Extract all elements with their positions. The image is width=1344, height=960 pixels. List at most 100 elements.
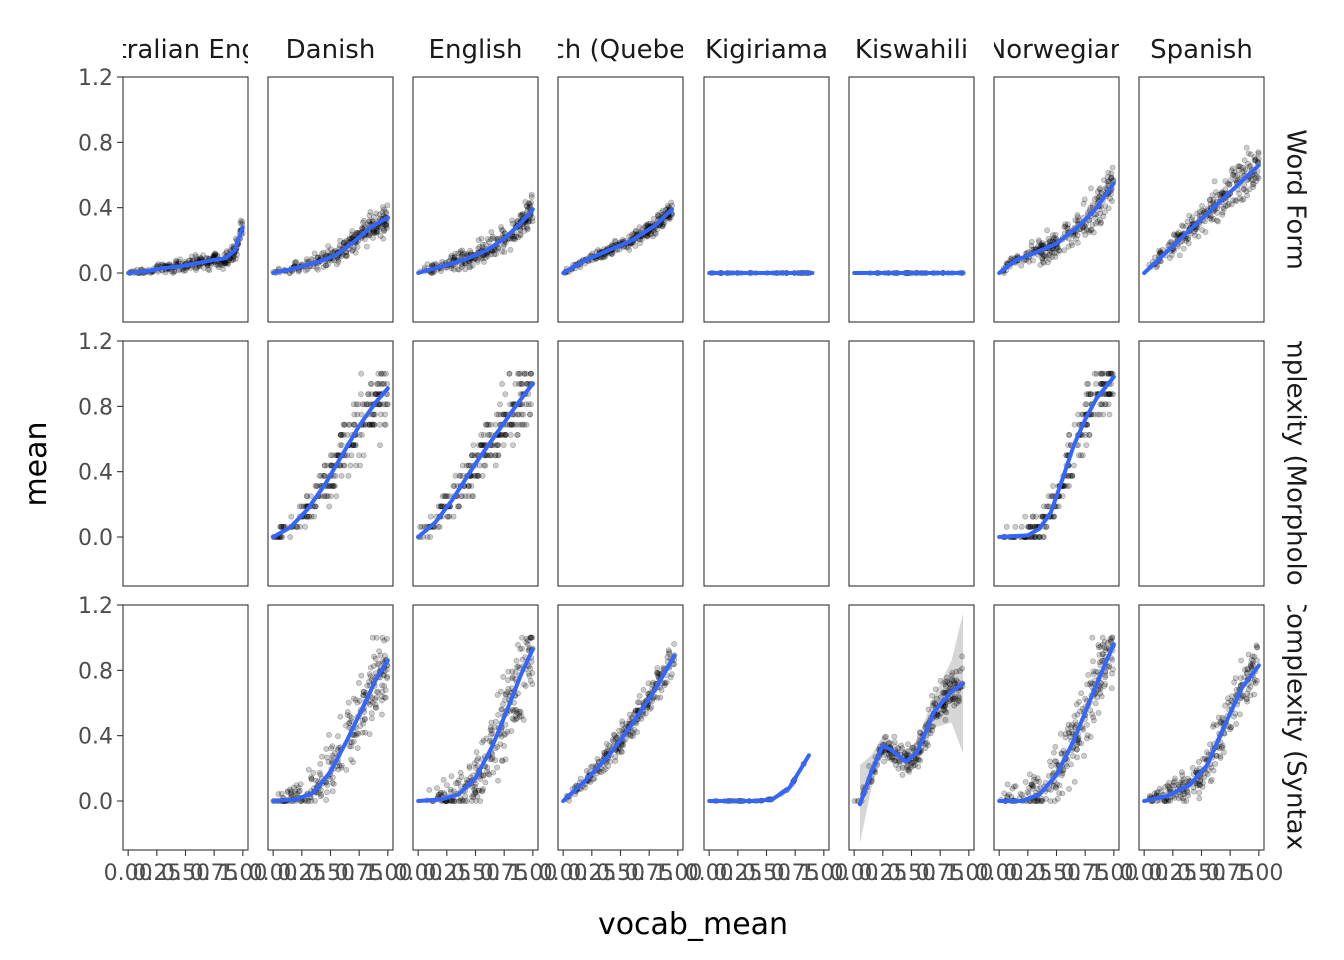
data-point <box>368 715 375 722</box>
data-point <box>1163 798 1170 804</box>
data-point <box>660 221 667 228</box>
data-point <box>524 226 531 233</box>
data-point <box>1032 534 1039 540</box>
y-tick-label: 0.0 <box>78 790 113 815</box>
data-point <box>435 523 442 530</box>
data-point <box>509 668 516 675</box>
panel-kiswahili-row-2 <box>848 604 975 851</box>
data-point <box>324 782 331 788</box>
data-point <box>1084 380 1090 387</box>
data-point <box>1106 663 1113 669</box>
data-point <box>1175 795 1182 802</box>
data-point <box>462 493 469 500</box>
data-point <box>498 706 505 713</box>
data-point <box>1057 731 1064 737</box>
data-point <box>463 798 470 804</box>
x-tick-label: 0.75 <box>335 861 384 886</box>
data-point <box>1074 754 1080 761</box>
data-point <box>357 391 364 397</box>
data-point <box>348 756 354 763</box>
data-point <box>332 472 339 479</box>
data-point <box>1242 166 1249 173</box>
data-point <box>1107 195 1113 202</box>
x-tick-label: 1.00 <box>799 861 848 886</box>
data-point <box>296 503 303 510</box>
data-point <box>465 483 472 489</box>
data-point <box>516 708 523 715</box>
data-point <box>500 701 506 708</box>
data-point <box>355 680 362 686</box>
data-point <box>314 483 321 489</box>
data-point <box>899 745 906 752</box>
data-point <box>497 411 504 418</box>
data-point <box>582 784 588 791</box>
data-point <box>588 764 594 770</box>
data-point <box>1091 370 1098 377</box>
data-point <box>527 411 533 418</box>
data-point <box>372 696 378 702</box>
data-point <box>459 247 466 254</box>
data-point <box>438 503 444 510</box>
x-tick-label: 1.00 <box>363 861 412 886</box>
panel-marks <box>1142 642 1261 804</box>
smooth-trend-line <box>126 225 245 275</box>
data-point <box>473 757 480 764</box>
panel-kigiriama-row-1 <box>703 340 830 587</box>
data-point <box>1202 218 1208 225</box>
data-point <box>294 790 301 797</box>
data-point <box>349 247 355 254</box>
data-point <box>501 743 507 749</box>
x-tick-label: 0.00 <box>685 861 734 886</box>
x-tick-label: 0.25 <box>1003 861 1052 886</box>
data-point <box>955 693 962 700</box>
data-point <box>1184 789 1191 796</box>
data-point <box>520 411 527 418</box>
data-point <box>332 452 339 459</box>
data-point <box>1105 639 1111 646</box>
data-point <box>327 246 334 253</box>
data-point <box>1032 798 1039 804</box>
data-point <box>636 224 643 231</box>
data-point <box>456 472 463 479</box>
data-point <box>461 250 468 257</box>
data-point <box>1243 670 1250 677</box>
smooth-trend-line <box>857 681 966 807</box>
data-point <box>1104 174 1111 180</box>
data-point <box>520 223 527 230</box>
data-point <box>312 777 319 784</box>
data-point <box>292 790 299 797</box>
x-tick-label: 0.50 <box>1177 861 1226 886</box>
x-tick-label: 0.00 <box>539 861 588 886</box>
data-point <box>519 634 525 641</box>
data-point <box>1250 180 1257 187</box>
data-point <box>482 421 489 428</box>
data-point <box>370 229 377 236</box>
data-point <box>338 253 345 259</box>
panel-danish-row-2 <box>267 604 394 851</box>
data-point <box>379 209 386 216</box>
data-point <box>448 265 455 272</box>
data-point <box>1172 775 1178 782</box>
data-point <box>498 706 505 713</box>
data-point <box>502 431 509 438</box>
data-point <box>441 790 447 796</box>
smooth-trend-line <box>416 381 535 539</box>
data-point <box>1255 156 1262 162</box>
data-point <box>381 228 387 234</box>
data-point <box>910 762 917 769</box>
data-point <box>1233 198 1240 204</box>
data-point <box>288 791 295 798</box>
data-point <box>1105 180 1112 187</box>
data-point <box>583 768 590 774</box>
data-point <box>361 236 368 243</box>
data-point <box>1100 213 1107 220</box>
data-point <box>1197 777 1204 784</box>
data-point <box>1103 645 1110 652</box>
data-point <box>446 513 453 520</box>
data-point <box>1162 783 1169 790</box>
x-tick-label: 1.00 <box>653 861 702 886</box>
data-point <box>1034 798 1041 804</box>
data-point <box>484 768 490 775</box>
data-point <box>1051 249 1058 256</box>
data-point <box>317 793 324 800</box>
